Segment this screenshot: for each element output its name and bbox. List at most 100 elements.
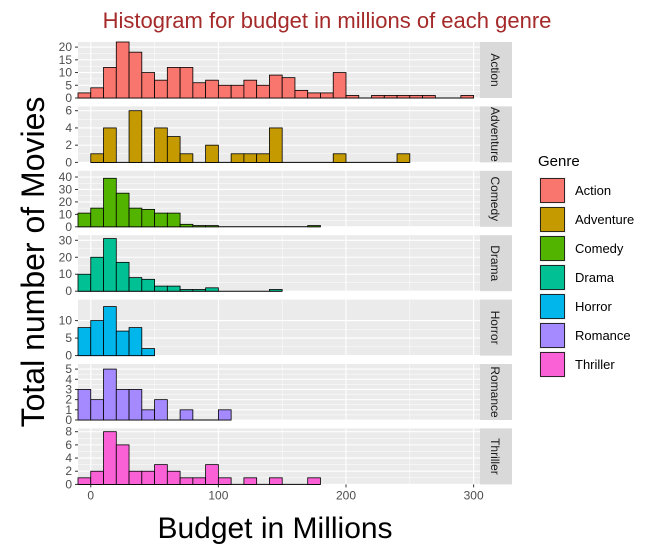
- histogram-bar: [269, 74, 283, 99]
- histogram-bar: [141, 348, 155, 357]
- histogram-bar: [217, 409, 232, 421]
- y-tick-label: 0: [65, 284, 72, 298]
- histogram-bar: [103, 127, 117, 163]
- y-tick-label: 2: [65, 464, 72, 478]
- histogram-bar: [128, 327, 143, 357]
- histogram-bar: [166, 136, 181, 163]
- x-tick-label: 0: [87, 488, 94, 502]
- facet-strip-label: Thriller: [488, 438, 502, 475]
- histogram-bar: [192, 289, 207, 292]
- facet-strip-label: Romance: [488, 366, 502, 418]
- y-tick-label: 8: [65, 425, 72, 439]
- y-tick-label: 2: [65, 393, 72, 407]
- histogram-bar: [90, 87, 104, 99]
- histogram-bar: [217, 477, 232, 485]
- histogram-bar: [205, 464, 219, 485]
- histogram-bar: [243, 153, 258, 163]
- legend-swatch-thriller: [540, 352, 565, 377]
- facet-strip: [480, 42, 512, 98]
- y-axis-label: Total number of Movies: [15, 97, 51, 428]
- histogram-bar: [154, 399, 168, 421]
- y-tick-label: 4: [65, 451, 72, 465]
- histogram-bar: [77, 92, 92, 99]
- histogram-bar: [77, 389, 92, 421]
- histogram-bar: [128, 470, 143, 485]
- histogram-bar: [269, 477, 283, 485]
- histogram-bar: [205, 79, 219, 99]
- histogram-bar: [115, 389, 130, 421]
- histogram-bar: [103, 67, 117, 99]
- histogram-bar: [166, 67, 181, 99]
- y-tick-label: 4: [65, 121, 72, 135]
- y-tick-label: 2: [65, 138, 72, 152]
- y-tick-label: 10: [59, 207, 73, 221]
- facet-strip-label: Comedy: [488, 176, 502, 221]
- legend-title: Genre: [538, 153, 580, 170]
- facet-strip-label: Adventure: [488, 107, 502, 162]
- histogram-bar: [115, 192, 130, 228]
- y-tick-label: 10: [59, 314, 73, 328]
- histogram-bar: [103, 306, 117, 357]
- histogram-bar: [256, 84, 270, 99]
- histogram-bar: [90, 320, 104, 357]
- histogram-bar: [396, 153, 411, 163]
- legend-swatch-action: [540, 178, 565, 203]
- histogram-bar: [90, 399, 104, 421]
- histogram-bar: [154, 285, 168, 292]
- histogram-bar: [90, 207, 104, 228]
- legend-label: Drama: [575, 270, 615, 285]
- histogram-bar: [192, 477, 207, 485]
- histogram-bar: [179, 67, 194, 99]
- y-tick-label: 20: [59, 250, 73, 264]
- legend-label: Thriller: [575, 357, 615, 372]
- legend-label: Action: [575, 183, 611, 198]
- y-tick-label: 1: [65, 403, 72, 417]
- facet-strip-label: Horror: [488, 311, 502, 345]
- histogram-bar: [179, 153, 194, 163]
- histogram-bar: [371, 95, 385, 99]
- facet-strip: [480, 299, 512, 356]
- histogram-bar: [205, 287, 219, 292]
- histogram-bar: [179, 409, 194, 421]
- legend-swatch-horror: [540, 294, 565, 319]
- histogram-bar: [103, 177, 117, 228]
- y-tick-label: 0: [65, 477, 72, 491]
- facet-strip: [480, 428, 512, 485]
- histogram-bar: [307, 92, 321, 99]
- histogram-bar: [166, 470, 181, 485]
- y-tick-label: 20: [59, 40, 73, 54]
- legend-swatch-comedy: [540, 236, 565, 261]
- y-tick-label: 6: [65, 438, 72, 452]
- facet-panel-horror: 0 5 10 Horror: [59, 299, 512, 363]
- legend-label: Horror: [575, 299, 613, 314]
- histogram-bar: [332, 72, 347, 99]
- histogram-bar: [77, 212, 92, 228]
- histogram-bar: [205, 144, 219, 163]
- histogram-bar: [460, 95, 475, 99]
- y-tick-label: 40: [59, 170, 73, 184]
- histogram-bar: [141, 409, 155, 421]
- y-tick-label: 0: [65, 155, 72, 169]
- histogram-bar: [166, 285, 181, 292]
- facet-strip: [480, 106, 512, 163]
- x-axis-label: Budget in Millions: [157, 512, 392, 545]
- histogram-bar: [115, 444, 130, 485]
- legend: Genre Action Adventure Comedy Drama Horror Ro…: [538, 153, 634, 378]
- y-tick-label: 6: [65, 104, 72, 118]
- legend-label: Romance: [575, 328, 631, 343]
- histogram-bar: [332, 153, 347, 163]
- legend-label: Adventure: [575, 212, 634, 227]
- histogram-bar: [90, 256, 104, 292]
- facet-strip: [480, 364, 512, 420]
- histogram-bar: [103, 368, 117, 421]
- histogram-bar: [115, 261, 130, 292]
- histogram-bar: [320, 92, 334, 99]
- histogram-bar: [141, 72, 155, 99]
- histogram-bar: [77, 273, 92, 292]
- histogram-bar: [103, 238, 117, 292]
- histogram-bar: [128, 110, 143, 163]
- histogram-bar: [179, 223, 194, 228]
